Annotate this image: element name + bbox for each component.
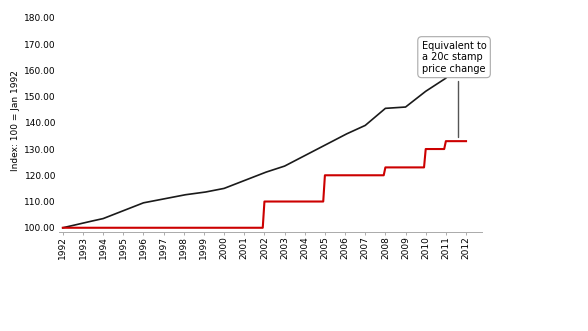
CPI — [212, 188, 219, 192]
Line: CPI: CPI — [63, 44, 466, 228]
BPR — [289, 200, 296, 204]
CPI — [59, 226, 66, 230]
CPI — [457, 51, 465, 55]
Legend: CPI, BPR: CPI, BPR — [168, 330, 272, 331]
BPR — [105, 226, 112, 230]
BPR — [442, 139, 449, 143]
BPR — [383, 166, 390, 169]
BPR — [357, 173, 364, 177]
CPI — [463, 42, 470, 46]
CPI — [289, 160, 296, 164]
BPR — [59, 226, 66, 230]
CPI — [357, 126, 364, 130]
BPR — [459, 139, 466, 143]
Y-axis label: Index: 100 = Jan 1992: Index: 100 = Jan 1992 — [11, 71, 20, 171]
CPI — [383, 106, 390, 110]
CPI — [105, 214, 112, 218]
BPR — [212, 226, 219, 230]
Text: Equivalent to
a 20c stamp
price change: Equivalent to a 20c stamp price change — [422, 41, 486, 137]
BPR — [463, 139, 470, 143]
Line: BPR: BPR — [63, 141, 466, 228]
